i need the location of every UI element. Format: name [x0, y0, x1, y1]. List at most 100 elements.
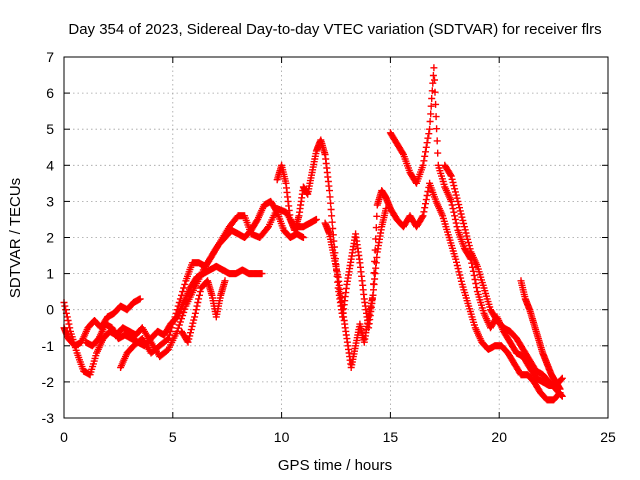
data-point-marker [453, 258, 460, 266]
data-point-marker [447, 197, 455, 205]
data-point-marker [432, 113, 440, 121]
data-point-marker [326, 193, 334, 201]
data-point-marker [558, 392, 566, 400]
data-point-marker [189, 319, 197, 327]
data-point-marker [299, 234, 307, 241]
data-point-marker [65, 320, 73, 328]
data-point-marker [449, 205, 457, 213]
data-point-marker [451, 215, 459, 223]
data-point-marker [461, 226, 469, 234]
data-point-marker [469, 263, 476, 271]
data-point-marker [455, 201, 463, 209]
data-point-marker [465, 242, 473, 250]
data-point-marker [176, 318, 184, 326]
data-point-marker [457, 277, 465, 285]
data-point-marker [454, 197, 462, 205]
data-point-marker [184, 338, 192, 346]
data-point-marker [452, 255, 460, 263]
plot-frame [63, 56, 609, 419]
data-point-marker [164, 335, 172, 343]
data-point-marker [424, 134, 432, 142]
data-point-marker [370, 280, 377, 288]
data-point-marker [456, 207, 464, 215]
data-point-marker [423, 192, 431, 199]
data-point-marker [462, 229, 470, 237]
data-point-marker [429, 72, 437, 79]
data-point-marker [558, 375, 565, 383]
x-tick-label: 10 [274, 429, 290, 445]
data-point-marker [196, 288, 204, 296]
y-tick-label: 7 [46, 49, 54, 65]
x-axis-title: GPS time / hours [278, 457, 392, 474]
data-point-marker [453, 194, 461, 202]
data-point-marker [420, 157, 428, 165]
y-tick-label: -3 [42, 410, 55, 426]
data-point-marker [431, 76, 438, 84]
data-point-marker [454, 265, 462, 273]
data-point-marker [452, 219, 460, 227]
data-point-marker [460, 220, 468, 227]
data-point-marker [61, 302, 69, 310]
data-point-marker [421, 204, 429, 212]
data-point-marker [463, 232, 471, 240]
data-point-marker [433, 125, 441, 133]
data-point-marker [426, 118, 434, 125]
data-point-marker [466, 245, 474, 253]
data-point-marker [422, 196, 430, 204]
data-point-marker [193, 302, 201, 310]
data-point-marker [187, 329, 194, 337]
data-point-marker [426, 125, 434, 133]
data-point-marker [453, 262, 461, 269]
data-point-marker [456, 204, 463, 212]
y-tick-label: 4 [46, 157, 54, 173]
data-point-marker [418, 213, 426, 221]
data-point-marker [451, 188, 459, 196]
data-point-marker [327, 206, 335, 213]
data-point-marker [172, 309, 180, 317]
data-point-marker [312, 215, 320, 223]
data-point-marker [167, 327, 175, 335]
data-point-marker [427, 110, 435, 118]
x-tick-label: 0 [60, 429, 68, 445]
y-tick-label: 0 [46, 302, 54, 318]
data-point-marker [373, 212, 381, 220]
data-point-marker [458, 213, 466, 221]
data-point-marker [471, 276, 479, 283]
data-point-marker [448, 175, 456, 183]
x-tick-labels: 0 5 10 15 20 25 [60, 429, 616, 445]
data-point-marker [470, 271, 478, 279]
x-tick-label: 20 [491, 429, 507, 445]
y-tick-label: 3 [46, 193, 54, 209]
data-point-marker [179, 288, 187, 296]
y-tick-label: -2 [42, 374, 55, 390]
data-point-marker [558, 391, 565, 399]
data-point-marker [422, 200, 429, 208]
data-point-marker [175, 299, 183, 306]
data-point-marker [457, 210, 465, 218]
data-point-marker [174, 324, 182, 332]
data-point-marker [191, 313, 199, 321]
data-point-marker [194, 299, 202, 306]
data-point-marker [190, 316, 198, 324]
data-point-marker [169, 320, 177, 328]
y-tick-label: 1 [46, 266, 54, 282]
data-point-marker [168, 324, 176, 332]
data-point-marker [175, 321, 183, 329]
data-point-marker [432, 100, 440, 108]
data-point-marker [433, 137, 441, 145]
data-point-marker [449, 178, 457, 186]
data-point-marker [372, 224, 380, 232]
data-point-marker [430, 64, 438, 72]
x-tick-label: 25 [600, 429, 616, 445]
data-point-marker [457, 274, 465, 282]
data-point-marker [371, 246, 379, 254]
data-point-marker [421, 152, 429, 160]
data-point-marker [447, 172, 455, 180]
data-point-marker [178, 315, 185, 323]
data-point-marker [453, 223, 461, 231]
y-tick-label: 2 [46, 230, 54, 246]
data-point-marker [191, 309, 199, 317]
data-point-marker [195, 295, 203, 303]
data-point-marker [447, 171, 454, 179]
data-point-marker [370, 269, 378, 277]
